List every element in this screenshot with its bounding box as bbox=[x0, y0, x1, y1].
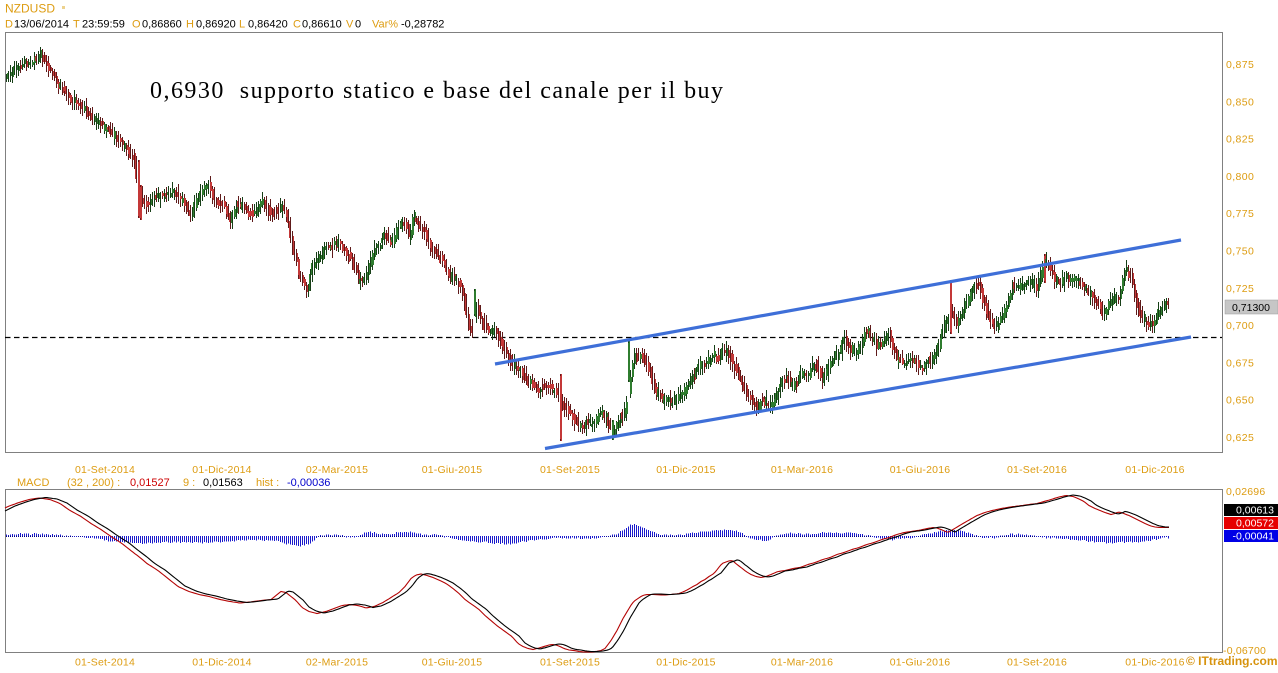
svg-text:T: T bbox=[73, 19, 80, 31]
svg-text:01-Mar-2016: 01-Mar-2016 bbox=[771, 657, 833, 669]
svg-text:0,01563: 0,01563 bbox=[203, 477, 243, 489]
svg-text:02-Mar-2015: 02-Mar-2015 bbox=[306, 657, 368, 669]
svg-text:-0,28782: -0,28782 bbox=[401, 19, 444, 31]
svg-text:© ITtrading.com: © ITtrading.com bbox=[1186, 654, 1278, 668]
svg-text:01-Giu-2015: 01-Giu-2015 bbox=[422, 657, 483, 669]
svg-text:0,725: 0,725 bbox=[1226, 283, 1254, 295]
svg-text:O: O bbox=[132, 19, 141, 31]
svg-text:0,775: 0,775 bbox=[1226, 208, 1254, 220]
svg-text:01-Set-2014: 01-Set-2014 bbox=[75, 464, 135, 476]
svg-text:01-Set-2016: 01-Set-2016 bbox=[1007, 657, 1067, 669]
svg-text:-0,00036: -0,00036 bbox=[287, 477, 330, 489]
svg-text:0,86420: 0,86420 bbox=[248, 19, 288, 31]
svg-text:NZDUSD: NZDUSD bbox=[5, 2, 55, 16]
svg-text:01-Set-2014: 01-Set-2014 bbox=[75, 657, 135, 669]
svg-text:01-Giu-2016: 01-Giu-2016 bbox=[890, 464, 951, 476]
svg-text:0,675: 0,675 bbox=[1226, 357, 1254, 369]
svg-text:13/06/2014: 13/06/2014 bbox=[14, 19, 69, 31]
svg-text:D: D bbox=[5, 19, 13, 31]
svg-text:0,825: 0,825 bbox=[1226, 134, 1254, 146]
svg-text:0,750: 0,750 bbox=[1226, 246, 1254, 258]
svg-text:01-Set-2015: 01-Set-2015 bbox=[540, 464, 600, 476]
svg-text:-0,06700: -0,06700 bbox=[1223, 645, 1266, 657]
svg-text:0,86610: 0,86610 bbox=[302, 19, 342, 31]
svg-text:01-Mar-2016: 01-Mar-2016 bbox=[771, 464, 833, 476]
svg-text:01-Dic-2014: 01-Dic-2014 bbox=[192, 657, 251, 669]
svg-text:L: L bbox=[239, 19, 245, 31]
svg-text:01-Giu-2015: 01-Giu-2015 bbox=[422, 464, 483, 476]
svg-text:0,86860: 0,86860 bbox=[142, 19, 182, 31]
svg-text:0: 0 bbox=[355, 19, 361, 31]
svg-text:0,700: 0,700 bbox=[1226, 320, 1254, 332]
svg-text:0,850: 0,850 bbox=[1226, 96, 1254, 108]
svg-text:H: H bbox=[186, 19, 194, 31]
svg-text:0,01527: 0,01527 bbox=[130, 477, 170, 489]
svg-text:0,00613: 0,00613 bbox=[1236, 505, 1274, 517]
svg-text:0,00572: 0,00572 bbox=[1236, 518, 1274, 530]
svg-text:01-Dic-2015: 01-Dic-2015 bbox=[656, 464, 715, 476]
svg-text:02-Mar-2015: 02-Mar-2015 bbox=[306, 464, 368, 476]
svg-text:0,71300: 0,71300 bbox=[1232, 302, 1270, 314]
svg-text:V: V bbox=[346, 19, 354, 31]
svg-text:01-Giu-2016: 01-Giu-2016 bbox=[890, 657, 951, 669]
svg-text:01-Dic-2016: 01-Dic-2016 bbox=[1125, 464, 1184, 476]
svg-text:MACD: MACD bbox=[17, 477, 49, 489]
svg-text:01-Dic-2015: 01-Dic-2015 bbox=[656, 657, 715, 669]
svg-text:(32 , 200) :: (32 , 200) : bbox=[67, 477, 120, 489]
svg-text:0,875: 0,875 bbox=[1226, 59, 1254, 71]
svg-text:01-Dic-2016: 01-Dic-2016 bbox=[1125, 657, 1184, 669]
svg-text:01-Set-2016: 01-Set-2016 bbox=[1007, 464, 1067, 476]
svg-text:9 :: 9 : bbox=[183, 477, 195, 489]
svg-text:0,6930 supporto statico e bas: 0,6930 supporto statico e base del canal… bbox=[150, 78, 723, 104]
svg-text:C: C bbox=[293, 19, 301, 31]
svg-text:0,800: 0,800 bbox=[1226, 171, 1254, 183]
svg-text:-0,00041: -0,00041 bbox=[1233, 531, 1275, 543]
svg-text:0,86920: 0,86920 bbox=[196, 19, 236, 31]
svg-text:0,02696: 0,02696 bbox=[1226, 486, 1265, 498]
svg-text:01-Dic-2014: 01-Dic-2014 bbox=[192, 464, 251, 476]
svg-text:0,625: 0,625 bbox=[1226, 432, 1254, 444]
svg-text:01-Set-2015: 01-Set-2015 bbox=[540, 657, 600, 669]
svg-text:hist :: hist : bbox=[256, 477, 279, 489]
svg-text:23:59:59: 23:59:59 bbox=[82, 19, 125, 31]
svg-text:Var%: Var% bbox=[372, 19, 398, 31]
svg-text:0,650: 0,650 bbox=[1226, 395, 1254, 407]
